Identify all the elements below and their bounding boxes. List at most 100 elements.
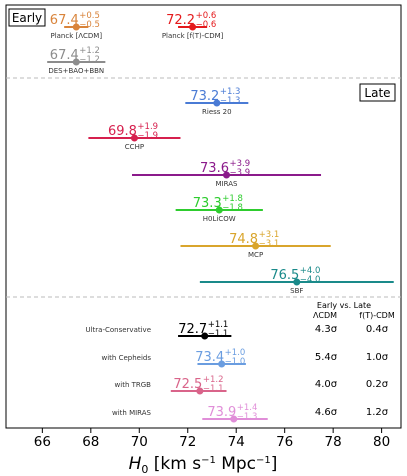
early-box-frame: [8, 8, 46, 27]
err-plus-label-riess-20: +1.3: [220, 87, 241, 97]
sigma-lcdm-with-trgb: 4.0σ: [315, 379, 338, 390]
err-minus-label-with-miras: −1.3: [237, 412, 258, 422]
value-label-with-miras: 73.9: [207, 405, 236, 420]
row-label-ultra-conservative: Ultra-Conservative: [85, 326, 151, 334]
err-minus-label-with-trgb: −1.1: [203, 384, 224, 394]
point-miras: [223, 171, 231, 179]
source-label-miras: MIRAS: [216, 180, 238, 188]
source-label-planck-f-t-cdm: Planck [f(T)-CDM]: [162, 32, 224, 40]
point-planck-cdm: [72, 23, 80, 31]
point-with-trgb: [196, 387, 204, 395]
sigma-ft-ultra-conservative: 0.4σ: [366, 324, 389, 335]
source-label-cchp: CCHP: [125, 143, 144, 151]
err-plus-label-planck-f-t-cdm: +0.6: [196, 11, 217, 21]
measurement-planck-f-t-cdm: 72.2 +0.6−0.6 Planck [f(T)-CDM]: [162, 11, 224, 40]
err-minus-label-riess-20: −1.3: [220, 96, 241, 106]
value-label-planck-cdm: 67.4: [50, 13, 79, 28]
point-des-bao-bbn: [72, 58, 80, 66]
value-label-ultra-conservative: 72.7: [178, 322, 207, 337]
err-plus-label-des-bao-bbn: +1.2: [79, 46, 100, 56]
point-sbf: [293, 278, 301, 286]
measurement-des-bao-bbn: 67.4 +1.2−1.2 DES+BAO+BBN: [47, 46, 106, 75]
err-minus-label-h0licow: −1.8: [222, 203, 243, 213]
row-label-with-trgb: with TRGB: [115, 381, 152, 389]
measurement-sbf: 76.5 +4.0−4.0 SBF: [199, 266, 394, 295]
late-label: Late: [364, 86, 390, 100]
point-ultra-conservative: [201, 332, 209, 340]
err-minus-label-planck-f-t-cdm: −0.6: [196, 20, 217, 30]
err-minus-label-ultra-conservative: −1.1: [208, 329, 229, 339]
sigma-ft-with-cepheids: 1.0σ: [366, 352, 389, 363]
measurement-planck-cdm: 67.4 +0.5−0.5 Planck [ΛCDM]: [50, 11, 103, 40]
value-label-des-bao-bbn: 67.4: [50, 48, 79, 63]
measurement-with-miras: 73.9 +1.4−1.3 with MIRAS 4.6σ 1.2σ: [112, 403, 389, 423]
x-tick-label-80: 80: [373, 434, 390, 450]
value-label-with-cepheids: 73.4: [195, 350, 224, 365]
x-tick-label-70: 70: [131, 434, 148, 450]
x-tick-label-74: 74: [228, 434, 245, 450]
x-tick-label-78: 78: [325, 434, 342, 450]
table-header-ft: f(T)-CDM: [359, 311, 395, 320]
err-minus-label-sbf: −4.0: [300, 275, 321, 285]
early-label: Early: [12, 11, 42, 25]
plot-frame: [5, 4, 402, 429]
measurement-cchp: 69.8 +1.9−1.9 CCHP: [88, 122, 181, 151]
err-minus-label-miras: −3.9: [230, 168, 251, 178]
sigma-lcdm-with-cepheids: 5.4σ: [315, 352, 338, 363]
err-plus-label-h0licow: +1.8: [222, 194, 243, 204]
table-header-title: Early vs. Late: [317, 301, 371, 310]
measurement-miras: 73.6 +3.9−3.9 MIRAS: [132, 159, 322, 188]
measurement-h0licow: 73.3 +1.8−1.8 H0LiCOW: [175, 194, 263, 223]
x-tick-label-68: 68: [82, 434, 99, 450]
value-label-riess-20: 73.2: [190, 89, 219, 104]
err-minus-label-mcp: −3.1: [259, 239, 280, 249]
source-label-riess-20: Riess 20: [202, 108, 232, 116]
err-minus-label-des-bao-bbn: −1.2: [79, 55, 100, 65]
late-label-box: Late: [359, 83, 396, 102]
point-planck-f-t-cdm: [189, 23, 197, 31]
source-label-planck-cdm: Planck [ΛCDM]: [50, 32, 102, 40]
value-label-cchp: 69.8: [108, 124, 137, 139]
err-plus-label-with-miras: +1.4: [237, 403, 258, 413]
err-plus-label-cchp: +1.9: [137, 122, 158, 132]
point-with-miras: [230, 415, 238, 423]
late-box-frame: [359, 83, 396, 102]
x-axis-label: H0 [km s−1 Mpc−1]: [129, 454, 278, 476]
point-with-cepheids: [218, 360, 226, 368]
err-minus-label-cchp: −1.9: [137, 131, 158, 141]
value-label-sbf: 76.5: [270, 268, 299, 283]
measurement-with-cepheids: 73.4 +1.0−1.0 with Cepheids 5.4σ 1.0σ: [102, 348, 389, 368]
point-cchp: [130, 134, 138, 142]
measurement-mcp: 74.8 +3.1−3.1 MCP: [180, 230, 331, 259]
measurement-with-trgb: 72.5 +1.2−1.1 with TRGB 4.0σ 0.2σ: [115, 375, 389, 395]
err-minus-label-with-cepheids: −1.0: [225, 357, 246, 367]
source-label-mcp: MCP: [248, 251, 263, 259]
err-plus-label-miras: +3.9: [230, 159, 251, 169]
value-label-with-trgb: 72.5: [173, 377, 202, 392]
measurement-riess-20: 73.2 +1.3−1.3 Riess 20: [185, 87, 249, 116]
row-label-with-miras: with MIRAS: [112, 409, 152, 417]
err-plus-label-sbf: +4.0: [300, 266, 321, 276]
early-label-box: Early: [8, 8, 46, 27]
x-tick-label-66: 66: [34, 434, 51, 450]
point-h0licow: [215, 206, 223, 214]
err-plus-label-planck-cdm: +0.5: [79, 11, 100, 21]
value-label-mcp: 74.8: [229, 232, 258, 247]
value-label-h0licow: 73.3: [193, 196, 222, 211]
row-label-with-cepheids: with Cepheids: [102, 354, 152, 362]
x-tick-label-76: 76: [276, 434, 293, 450]
err-plus-label-mcp: +3.1: [259, 230, 280, 240]
point-riess-20: [213, 99, 221, 107]
err-plus-label-with-cepheids: +1.0: [225, 348, 246, 358]
sigma-ft-with-trgb: 0.2σ: [366, 379, 389, 390]
err-plus-label-ultra-conservative: +1.1: [208, 320, 229, 330]
measurement-ultra-conservative: 72.7 +1.1−1.1 Ultra-Conservative 4.3σ 0.4σ: [85, 320, 389, 340]
source-label-des-bao-bbn: DES+BAO+BBN: [48, 67, 104, 75]
x-tick-label-72: 72: [179, 434, 196, 450]
sigma-lcdm-with-miras: 4.6σ: [315, 407, 338, 418]
err-minus-label-planck-cdm: −0.5: [79, 20, 100, 30]
sigma-lcdm-ultra-conservative: 4.3σ: [315, 324, 338, 335]
err-plus-label-with-trgb: +1.2: [203, 375, 224, 385]
source-label-sbf: SBF: [290, 287, 303, 295]
